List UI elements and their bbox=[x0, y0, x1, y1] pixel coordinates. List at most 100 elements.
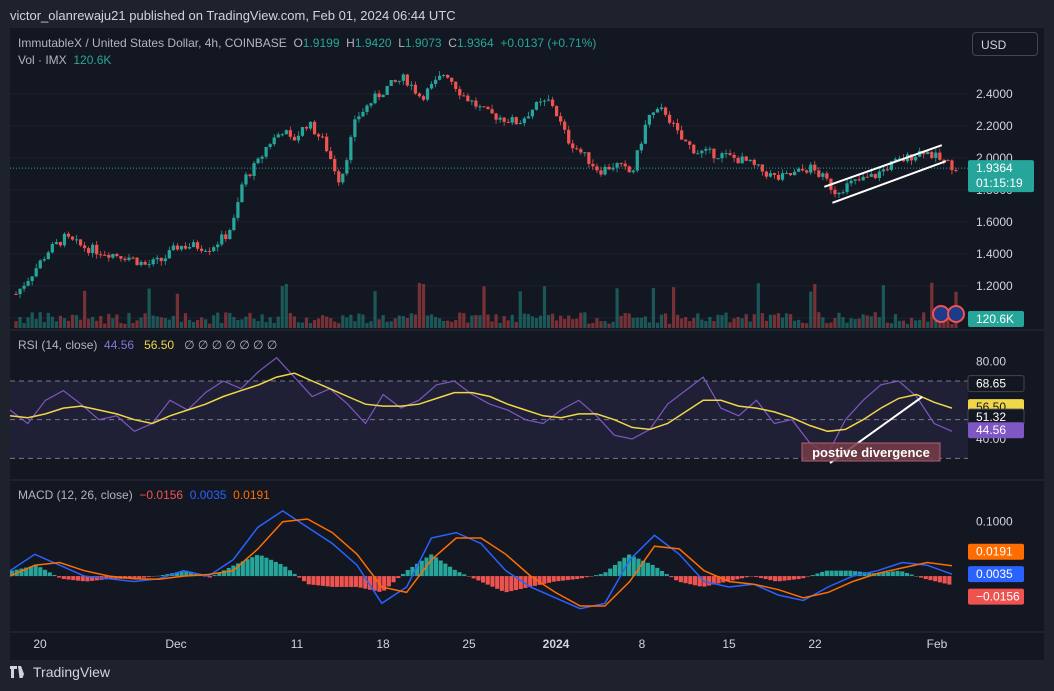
candle-body bbox=[805, 170, 809, 173]
candle-body bbox=[478, 106, 482, 108]
candle-body bbox=[208, 250, 212, 252]
volume-bar bbox=[905, 323, 910, 328]
volume-bar bbox=[216, 312, 220, 328]
candle-body bbox=[514, 117, 518, 125]
macd-histogram-bar bbox=[575, 576, 580, 580]
tradingview-brand[interactable]: TradingView bbox=[10, 664, 110, 680]
macd-histogram-bar bbox=[584, 576, 589, 578]
volume-bar bbox=[538, 315, 543, 328]
macd-histogram-bar bbox=[127, 576, 132, 579]
currency-button[interactable]: USD bbox=[972, 32, 1038, 56]
volume-bar bbox=[405, 317, 409, 328]
candle-body bbox=[542, 100, 547, 102]
volume-bar bbox=[506, 320, 510, 328]
rsi-value-badge bbox=[968, 422, 1024, 439]
volume-bar bbox=[111, 318, 115, 328]
publisher-line: victor_olanrewaju21 published on Trading… bbox=[10, 8, 456, 23]
candle-body bbox=[567, 129, 571, 144]
macd-histogram-bar bbox=[57, 576, 62, 578]
volume-bar bbox=[413, 314, 418, 328]
macd-histogram-bar bbox=[791, 576, 796, 580]
volume-bar bbox=[276, 316, 280, 328]
macd-histogram-bar bbox=[391, 576, 396, 583]
volume-bar bbox=[433, 316, 438, 328]
candle-body bbox=[655, 109, 660, 113]
low-value: 1.9073 bbox=[404, 36, 442, 50]
volume-bar bbox=[417, 282, 422, 328]
candle-body bbox=[627, 166, 631, 173]
candle-body bbox=[643, 124, 647, 144]
macd-histogram-bar bbox=[38, 567, 43, 577]
volume-bar bbox=[393, 318, 397, 328]
macd-histogram-bar bbox=[881, 572, 886, 577]
candle-body bbox=[78, 239, 83, 246]
volume-bar bbox=[651, 288, 656, 328]
volume-bar bbox=[482, 286, 486, 328]
candle-body bbox=[320, 136, 325, 138]
volume-bar bbox=[470, 315, 474, 328]
volume-bar bbox=[659, 314, 664, 328]
volume-bar bbox=[623, 313, 627, 328]
candle-body bbox=[167, 250, 171, 259]
macd-histogram-bar bbox=[179, 571, 184, 577]
macd-histogram-bar bbox=[796, 576, 801, 580]
macd-histogram-bar bbox=[664, 574, 669, 577]
macd-histogram-bar bbox=[655, 567, 660, 577]
macd-histogram-bar bbox=[452, 569, 457, 577]
volume-bar bbox=[458, 312, 462, 328]
candle-body bbox=[119, 256, 123, 259]
candle-body bbox=[42, 259, 46, 261]
candle-body bbox=[756, 164, 760, 166]
macd-histogram-bar bbox=[485, 576, 490, 585]
volume-bar bbox=[175, 293, 180, 328]
macd-histogram-bar bbox=[160, 575, 165, 577]
candle-body bbox=[373, 93, 377, 104]
close-value: 1.9364 bbox=[456, 36, 494, 50]
candle-body bbox=[131, 257, 135, 259]
candle-body bbox=[405, 74, 409, 86]
volume-bar bbox=[595, 318, 599, 328]
volume-bar bbox=[252, 318, 256, 328]
annotation-box bbox=[801, 442, 941, 462]
volume-bar bbox=[542, 286, 547, 328]
macd-histogram-bar bbox=[815, 573, 820, 577]
candle-body bbox=[506, 121, 510, 123]
candle-body bbox=[397, 80, 401, 82]
volume-bar bbox=[909, 317, 914, 328]
macd-histogram-bar bbox=[518, 576, 523, 590]
volume-bar bbox=[115, 314, 119, 328]
volume-bar bbox=[587, 323, 591, 328]
macd-histogram-bar bbox=[725, 576, 731, 582]
macd-legend: MACD (12, 26, close) −0.0156 0.0035 0.01… bbox=[18, 488, 270, 502]
volume-bar bbox=[873, 312, 877, 328]
candle-body bbox=[728, 153, 732, 155]
volume-bar bbox=[881, 285, 885, 328]
candle-body bbox=[740, 156, 744, 164]
rsi-ma-value: 56.50 bbox=[144, 338, 175, 352]
macd-histogram-bar bbox=[697, 576, 702, 587]
candle-body bbox=[639, 143, 643, 151]
macd-histogram-bar bbox=[594, 575, 599, 577]
candle-body bbox=[199, 248, 204, 251]
macd-histogram-bar bbox=[650, 564, 655, 577]
candle-body bbox=[127, 257, 131, 261]
volume-bar bbox=[720, 315, 724, 328]
candle-body bbox=[857, 179, 861, 181]
candle-body bbox=[91, 244, 95, 254]
volume-bar bbox=[877, 317, 881, 328]
candle-body bbox=[591, 163, 595, 167]
rsi-label: RSI (14, close) bbox=[18, 338, 98, 352]
volume-bar bbox=[930, 282, 934, 328]
volume-bar bbox=[510, 314, 514, 328]
macd-histogram-bar bbox=[419, 560, 424, 577]
chart-canvas[interactable] bbox=[10, 28, 1044, 660]
price-tick-label: 1.4000 bbox=[976, 247, 1013, 261]
macd-histogram-bar bbox=[495, 576, 500, 589]
candle-body bbox=[930, 151, 934, 158]
volume-bar bbox=[885, 322, 890, 328]
candle-body bbox=[873, 173, 877, 179]
macd-histogram-bar bbox=[184, 571, 189, 577]
candle-body bbox=[256, 158, 260, 164]
candle-body bbox=[845, 183, 849, 193]
